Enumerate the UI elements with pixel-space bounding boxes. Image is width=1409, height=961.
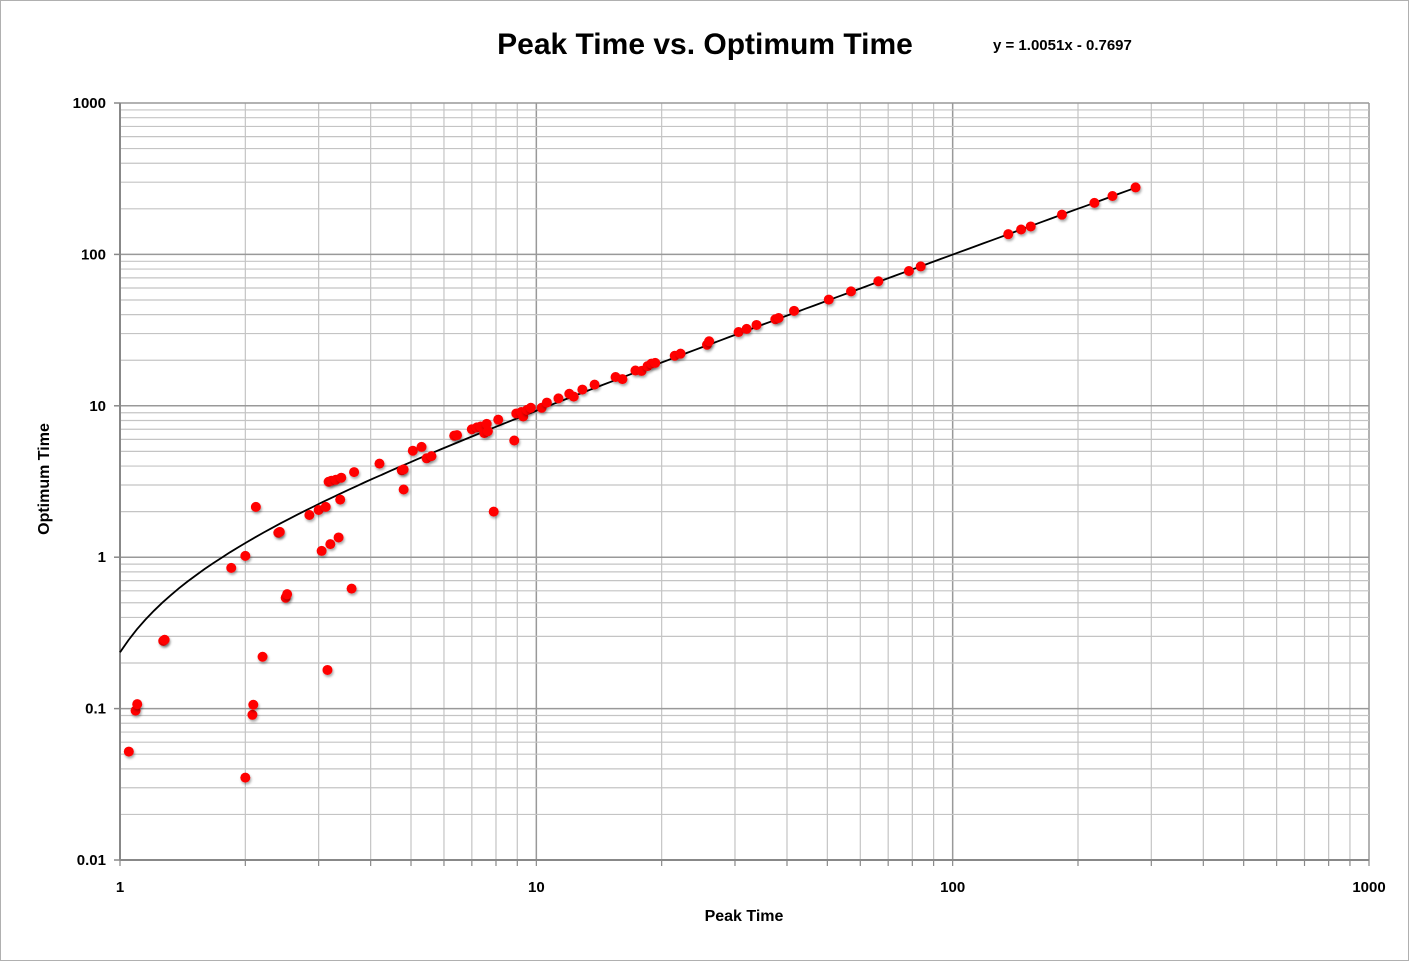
data-point xyxy=(336,472,347,483)
data-point xyxy=(915,261,926,272)
data-point xyxy=(1130,182,1141,193)
data-point xyxy=(240,550,251,561)
data-points xyxy=(123,182,1141,783)
chart-title: Peak Time vs. Optimum Time xyxy=(497,28,913,61)
data-point xyxy=(426,451,437,462)
data-point xyxy=(1089,197,1100,208)
data-point xyxy=(1107,191,1118,202)
data-point xyxy=(493,414,504,425)
x-tick-label: 1 xyxy=(116,879,124,896)
data-point xyxy=(509,435,520,446)
x-tick-label: 10 xyxy=(528,879,545,896)
data-point xyxy=(1016,224,1027,235)
data-point xyxy=(374,458,385,469)
data-point xyxy=(248,699,259,710)
data-point xyxy=(452,430,463,441)
data-point xyxy=(846,286,857,297)
y-tick-label: 10 xyxy=(89,398,106,415)
data-point xyxy=(159,634,170,645)
data-point xyxy=(274,526,285,537)
data-point xyxy=(650,357,661,368)
data-point xyxy=(416,441,427,452)
x-tick-label: 1000 xyxy=(1352,879,1385,896)
data-point xyxy=(589,379,600,390)
data-point xyxy=(325,539,336,550)
data-point xyxy=(525,402,536,413)
gridlines xyxy=(119,102,1370,861)
data-point xyxy=(322,664,333,675)
data-point xyxy=(349,467,360,478)
y-tick-label: 1000 xyxy=(73,95,106,112)
data-point xyxy=(123,746,134,757)
data-point xyxy=(617,374,628,385)
data-point xyxy=(226,562,237,573)
data-point xyxy=(407,445,418,456)
data-point xyxy=(1025,221,1036,232)
axes xyxy=(114,102,1370,866)
data-point xyxy=(482,426,493,437)
data-point xyxy=(488,506,499,517)
y-tick-label: 100 xyxy=(81,246,106,263)
data-point xyxy=(398,484,409,495)
data-point xyxy=(553,393,564,404)
data-point xyxy=(773,313,784,324)
trendline xyxy=(119,186,1136,653)
data-point xyxy=(240,772,251,783)
data-point xyxy=(733,327,744,338)
data-point xyxy=(903,265,914,276)
data-point xyxy=(873,276,884,287)
data-point xyxy=(335,494,346,505)
data-point xyxy=(257,651,268,662)
data-point xyxy=(320,501,331,512)
data-point xyxy=(282,589,293,600)
data-point xyxy=(316,545,327,556)
x-tick-label: 100 xyxy=(940,879,965,896)
y-tick-label: 1 xyxy=(98,549,106,566)
tick-labels: 0.01 0.1 1 10 100 1000 1 10 100 1000 xyxy=(73,95,1386,896)
data-point xyxy=(304,509,315,520)
trendline-equation: y = 1.0051x - 0.7697 xyxy=(993,37,1132,54)
data-point xyxy=(398,464,409,475)
data-point xyxy=(541,397,552,408)
data-point xyxy=(1003,229,1014,240)
data-point xyxy=(1056,209,1067,220)
data-point xyxy=(333,532,344,543)
data-point xyxy=(346,583,357,594)
data-point xyxy=(823,294,834,305)
data-point xyxy=(741,323,752,334)
data-point xyxy=(132,699,143,710)
y-tick-label: 0.01 xyxy=(77,852,106,869)
data-point xyxy=(250,501,261,512)
y-tick-label: 0.1 xyxy=(85,701,106,718)
data-point xyxy=(675,348,686,359)
data-point xyxy=(247,709,258,720)
data-point xyxy=(789,305,800,316)
x-axis-label: Peak Time xyxy=(704,908,784,925)
data-point xyxy=(577,384,588,395)
data-point xyxy=(751,319,762,330)
data-point xyxy=(704,336,715,347)
data-point xyxy=(568,391,579,402)
